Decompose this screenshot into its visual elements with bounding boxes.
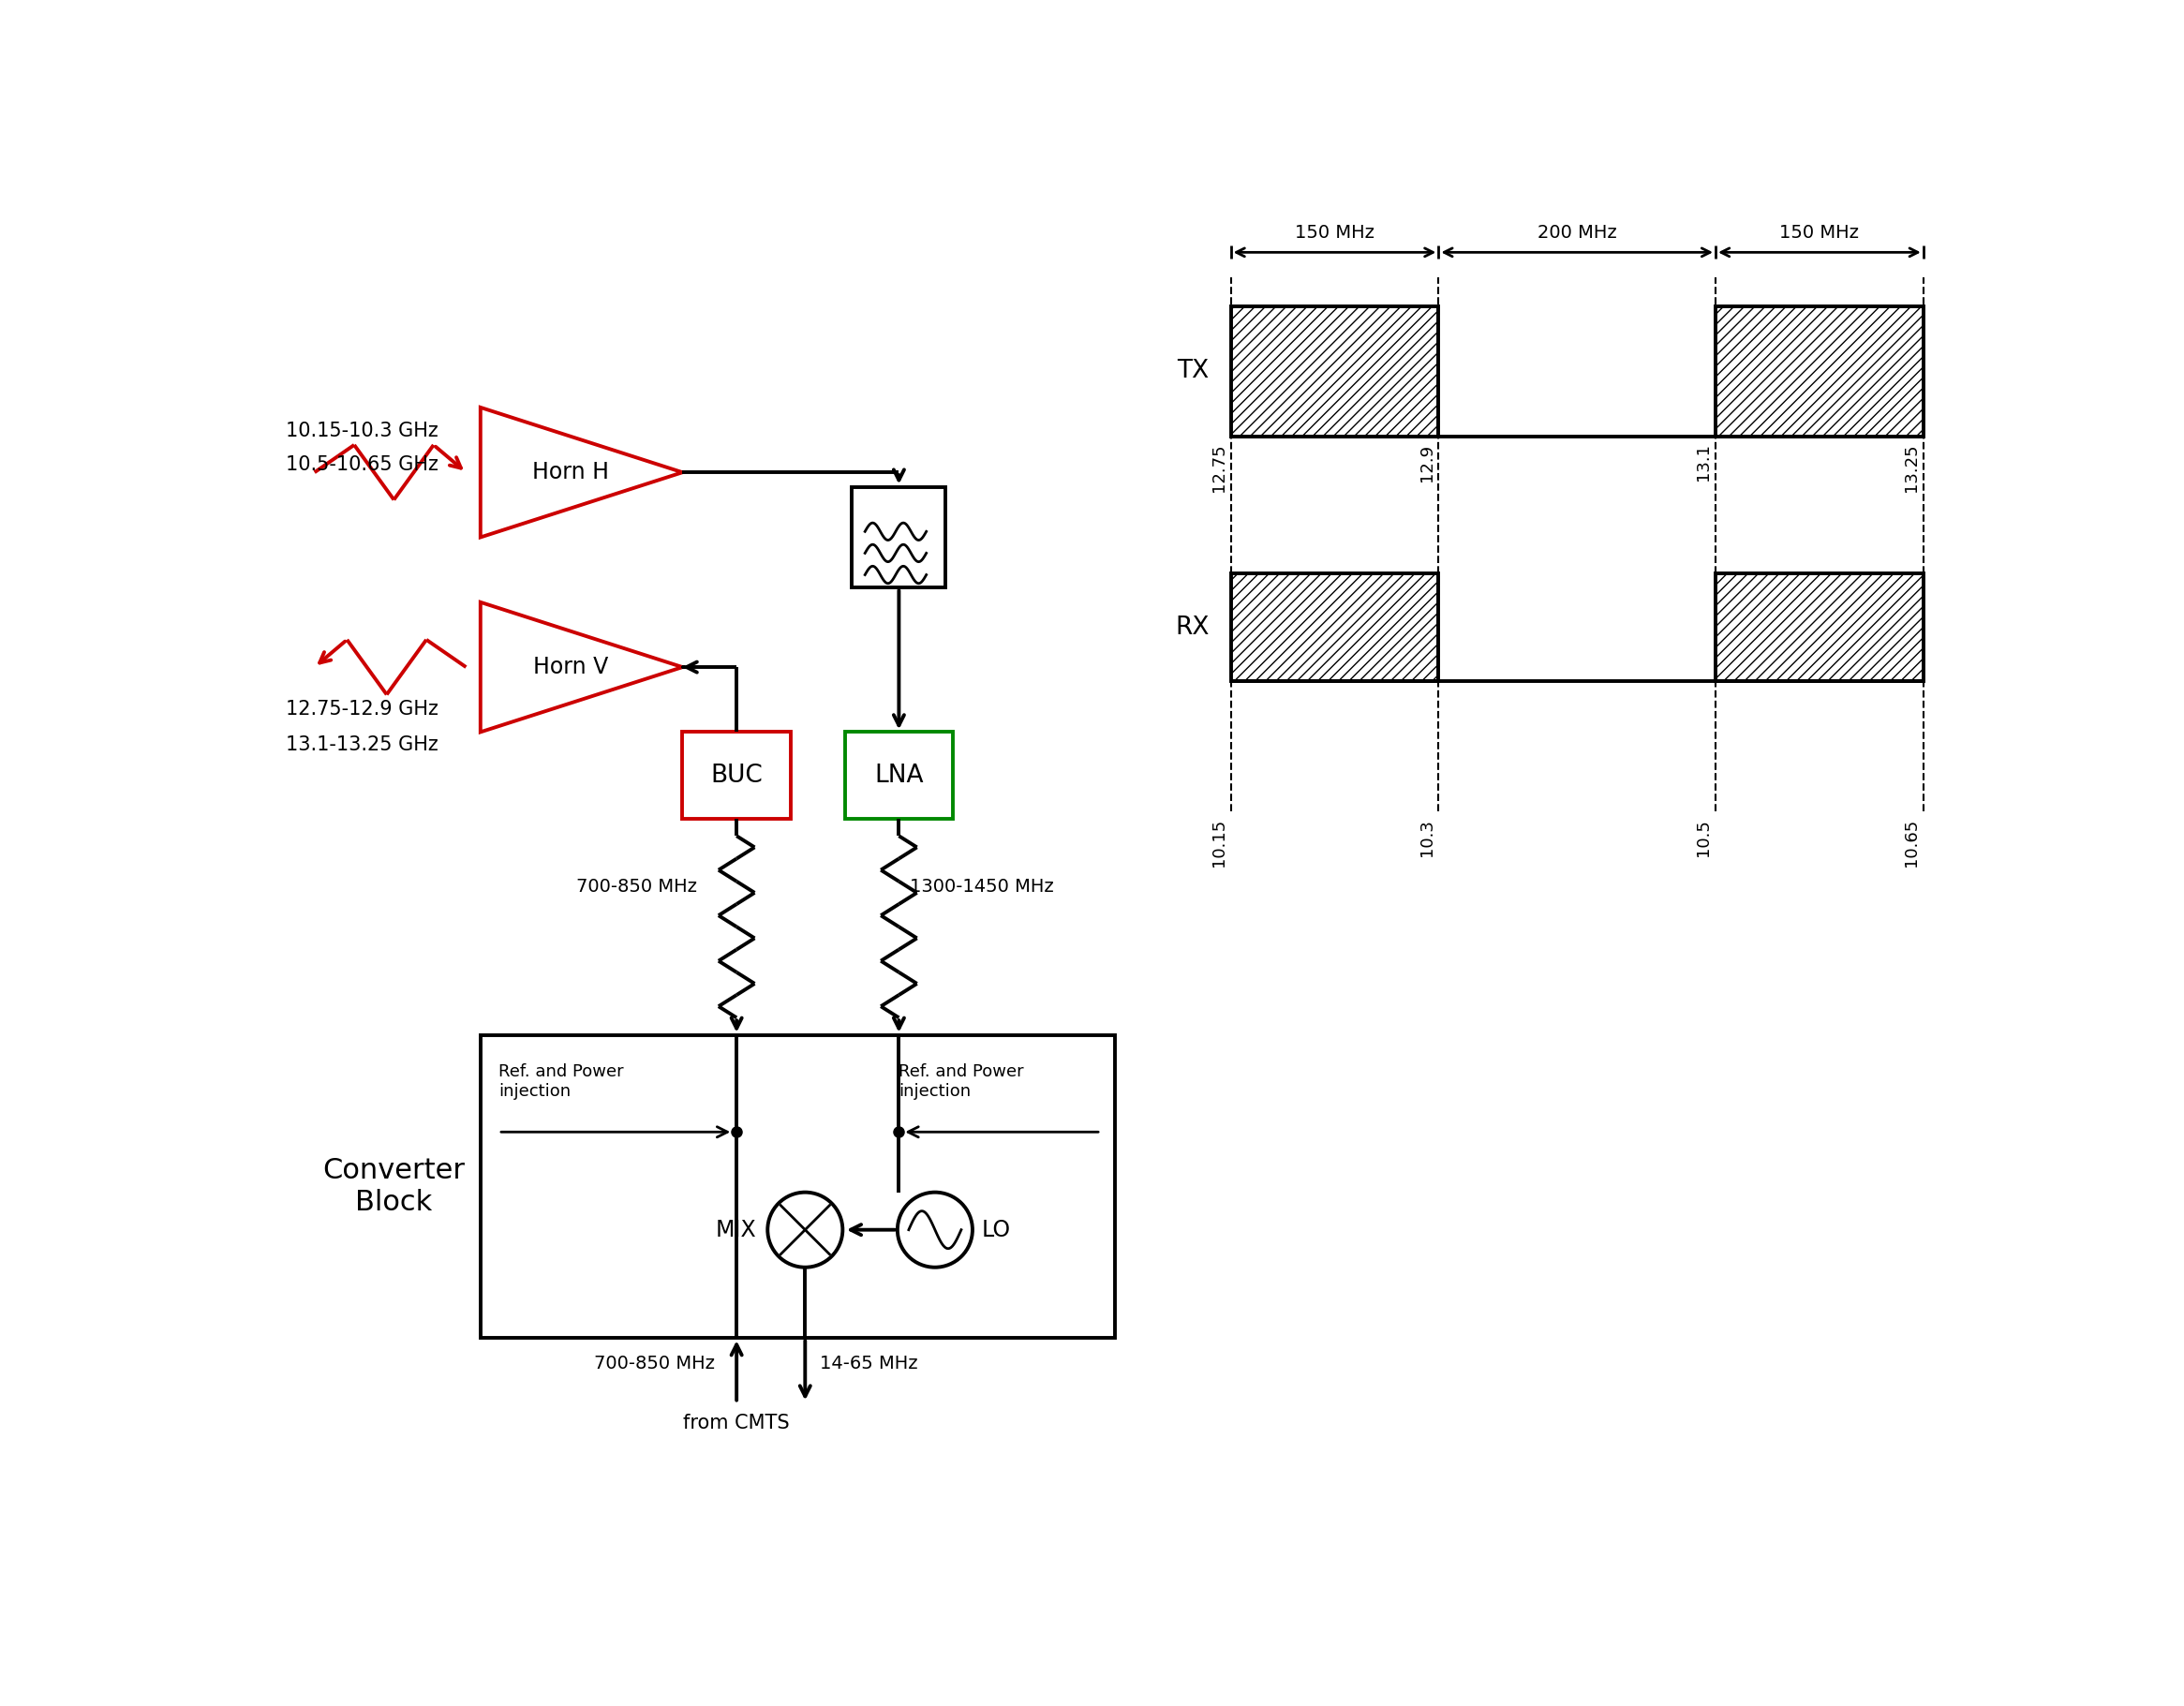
Bar [1717, 573, 1924, 682]
Text: 13.1-13.25 GHz: 13.1-13.25 GHz [286, 735, 439, 754]
Text: 13.1: 13.1 [1695, 444, 1712, 481]
Text: 700-850 MHz: 700-850 MHz [577, 879, 697, 896]
Text: LO: LO [981, 1218, 1011, 1240]
Text: from CMTS: from CMTS [684, 1414, 791, 1433]
Polygon shape [480, 408, 681, 537]
Text: 14-65 MHz: 14-65 MHz [819, 1355, 917, 1372]
Text: Converter
Block: Converter Block [323, 1157, 465, 1216]
Text: 150 MHz: 150 MHz [1780, 223, 1859, 242]
Text: 10.65: 10.65 [1902, 819, 1920, 867]
Text: 150 MHz: 150 MHz [1295, 223, 1374, 242]
Text: 10.5: 10.5 [1695, 819, 1712, 856]
Text: Ref. and Power
injection: Ref. and Power injection [498, 1063, 625, 1099]
Text: 10.3: 10.3 [1417, 819, 1435, 856]
Text: MIX: MIX [716, 1218, 758, 1240]
Bar [1717, 307, 1924, 437]
Text: 1300-1450 MHz: 1300-1450 MHz [911, 879, 1053, 896]
Text: 12.9: 12.9 [1417, 444, 1435, 481]
Bar [1232, 573, 1439, 682]
Bar [845, 732, 952, 819]
Text: 700-850 MHz: 700-850 MHz [594, 1355, 714, 1372]
Text: RX: RX [1175, 616, 1210, 640]
Text: 13.25: 13.25 [1902, 444, 1920, 491]
Text: 10.15: 10.15 [1210, 819, 1227, 867]
Bar [480, 1036, 1116, 1338]
Text: LNA: LNA [874, 763, 924, 788]
Text: 12.75-12.9 GHz: 12.75-12.9 GHz [286, 699, 439, 718]
Bar [852, 486, 946, 589]
Text: Horn V: Horn V [533, 655, 607, 679]
Text: 12.75: 12.75 [1210, 444, 1227, 491]
Text: Ref. and Power
injection: Ref. and Power injection [900, 1063, 1024, 1099]
Text: TX: TX [1177, 360, 1210, 384]
Text: Horn H: Horn H [533, 461, 609, 483]
Polygon shape [480, 602, 681, 732]
Text: 10.5-10.65 GHz: 10.5-10.65 GHz [286, 456, 439, 474]
Text: 200 MHz: 200 MHz [1538, 223, 1616, 242]
Text: 10.15-10.3 GHz: 10.15-10.3 GHz [286, 421, 439, 440]
Bar [681, 732, 791, 819]
Bar [1232, 307, 1439, 437]
Text: BUC: BUC [710, 763, 762, 788]
